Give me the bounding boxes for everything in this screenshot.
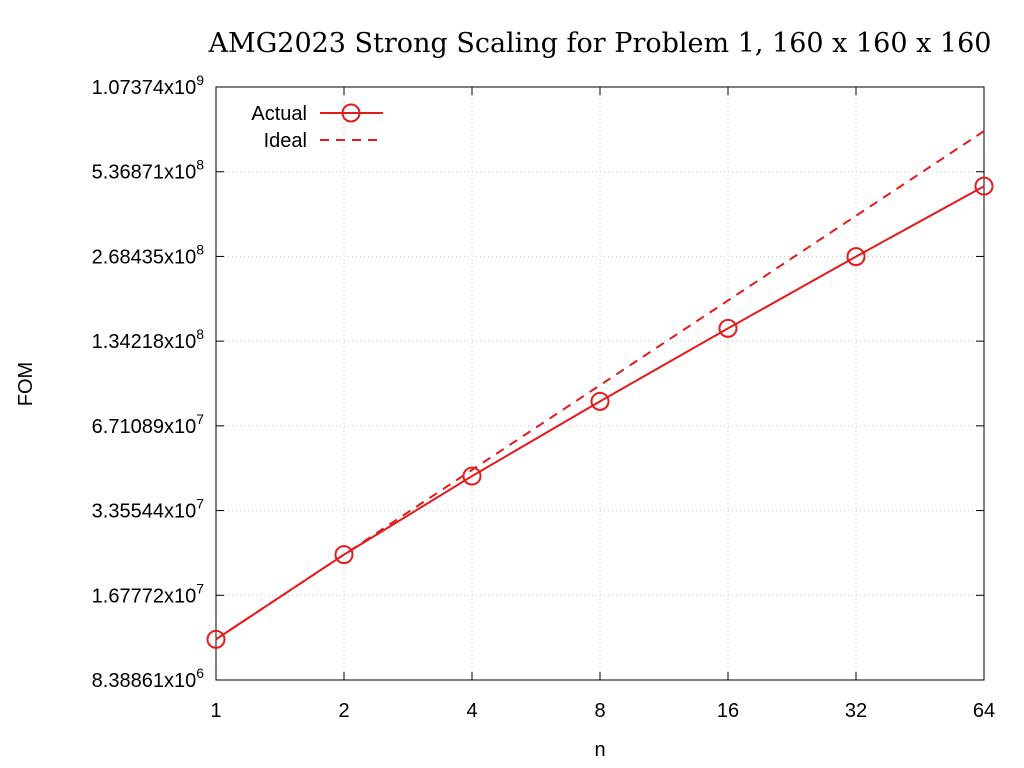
- chart-title: AMG2023 Strong Scaling for Problem 1, 16…: [208, 28, 992, 59]
- x-tick-label: 16: [717, 700, 739, 722]
- x-tick-label: 32: [845, 700, 867, 722]
- data-point-actual: [974, 176, 994, 196]
- x-tick-label: 2: [338, 700, 349, 722]
- data-point-actual: [718, 318, 738, 338]
- y-tick-label: 2.68435x108: [92, 241, 205, 268]
- data-point-actual: [590, 391, 610, 411]
- data-point-actual: [206, 629, 226, 649]
- tick-marks: [215, 86, 985, 681]
- data-point-actual: [334, 545, 354, 565]
- legend-label-actual: Actual: [251, 103, 307, 125]
- x-tick-label: 4: [466, 700, 477, 722]
- y-tick-label: 1.34218x108: [92, 326, 205, 353]
- series-line-actual: [215, 185, 985, 641]
- legend-label-ideal: Ideal: [264, 130, 307, 152]
- y-tick-labels: 8.38861x106 1.67772x107 3.35544x107 6.71089…: [92, 72, 205, 692]
- legend-marker-actual: [341, 103, 361, 123]
- x-tick-label: 8: [594, 700, 605, 722]
- legend: Actual Ideal: [251, 103, 383, 152]
- y-tick-label: 5.36871x108: [92, 157, 205, 184]
- grid: [216, 87, 984, 680]
- series-layer: [206, 130, 994, 649]
- x-tick-label: 1: [210, 700, 221, 722]
- y-axis-label: FOM: [15, 362, 37, 406]
- y-tick-label: 1.67772x107: [92, 580, 205, 607]
- y-tick-label: 1.07374x109: [92, 72, 205, 99]
- x-tick-labels: 1 2 4 8 16 32 64: [210, 700, 995, 722]
- x-tick-label: 64: [973, 700, 995, 722]
- y-tick-label: 3.35544x107: [92, 496, 205, 523]
- data-point-actual: [846, 247, 866, 267]
- x-axis-label: n: [594, 739, 605, 761]
- y-tick-label: 6.71089x107: [92, 411, 205, 438]
- y-tick-label: 8.38861x106: [92, 665, 205, 692]
